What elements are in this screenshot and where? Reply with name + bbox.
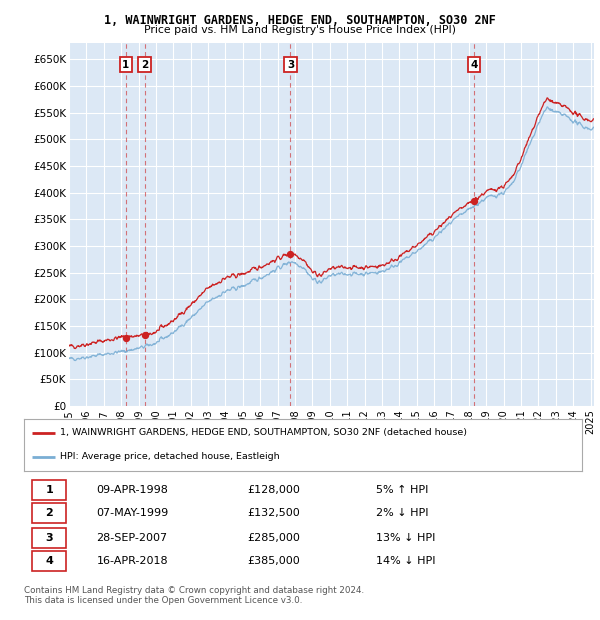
Text: 3: 3: [287, 60, 294, 69]
Text: 2% ↓ HPI: 2% ↓ HPI: [376, 508, 428, 518]
FancyBboxPatch shape: [32, 480, 66, 500]
Text: Contains HM Land Registry data © Crown copyright and database right 2024.
This d: Contains HM Land Registry data © Crown c…: [24, 586, 364, 605]
Text: 4: 4: [470, 60, 478, 69]
Text: £132,500: £132,500: [247, 508, 300, 518]
Text: 2: 2: [45, 508, 53, 518]
Text: 13% ↓ HPI: 13% ↓ HPI: [376, 533, 435, 542]
Text: 4: 4: [45, 556, 53, 566]
Text: 5% ↑ HPI: 5% ↑ HPI: [376, 485, 428, 495]
Text: 16-APR-2018: 16-APR-2018: [97, 556, 168, 566]
Text: 1: 1: [45, 485, 53, 495]
Text: 09-APR-1998: 09-APR-1998: [97, 485, 169, 495]
FancyBboxPatch shape: [32, 503, 66, 523]
Text: Price paid vs. HM Land Registry's House Price Index (HPI): Price paid vs. HM Land Registry's House …: [144, 25, 456, 35]
FancyBboxPatch shape: [32, 528, 66, 547]
Text: 1, WAINWRIGHT GARDENS, HEDGE END, SOUTHAMPTON, SO30 2NF: 1, WAINWRIGHT GARDENS, HEDGE END, SOUTHA…: [104, 14, 496, 27]
Text: 1: 1: [122, 60, 130, 69]
Text: 07-MAY-1999: 07-MAY-1999: [97, 508, 169, 518]
Text: £285,000: £285,000: [247, 533, 300, 542]
Text: £128,000: £128,000: [247, 485, 300, 495]
Text: 2: 2: [141, 60, 148, 69]
Point: [121, 333, 131, 343]
FancyBboxPatch shape: [32, 551, 66, 571]
Text: 1, WAINWRIGHT GARDENS, HEDGE END, SOUTHAMPTON, SO30 2NF (detached house): 1, WAINWRIGHT GARDENS, HEDGE END, SOUTHA…: [60, 428, 467, 437]
Point: [140, 330, 149, 340]
Text: 3: 3: [45, 533, 53, 542]
Point: [469, 196, 479, 206]
Text: 28-SEP-2007: 28-SEP-2007: [97, 533, 167, 542]
Text: 14% ↓ HPI: 14% ↓ HPI: [376, 556, 435, 566]
Point: [286, 249, 295, 259]
Text: HPI: Average price, detached house, Eastleigh: HPI: Average price, detached house, East…: [60, 453, 280, 461]
Text: £385,000: £385,000: [247, 556, 300, 566]
